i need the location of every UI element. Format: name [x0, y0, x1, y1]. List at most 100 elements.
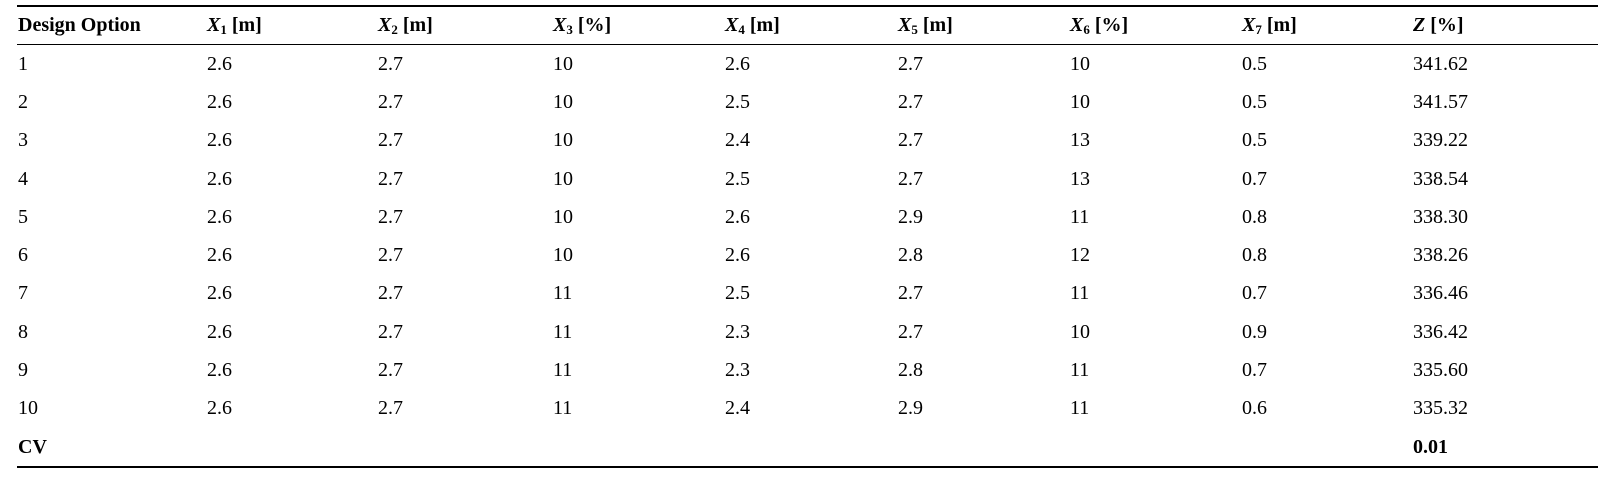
table-row: 1 2.6 2.7 10 2.6 2.7 10 0.5 341.62 [17, 45, 1598, 84]
table-cell: 335.32 [1413, 397, 1468, 420]
table-cell: 2.6 [207, 90, 232, 113]
column-header-variable: X [378, 13, 392, 36]
table-cell: 2.6 [207, 359, 232, 382]
column-header-8: Z [%] [1412, 6, 1598, 45]
table-cell: 10 [18, 397, 38, 420]
table-cell: 0.5 [1242, 52, 1267, 75]
table-cell: 338.54 [1413, 167, 1468, 190]
design-options-table-container: Design Option X1 [m] X2 [m] X3 [%] X4 [m] X5 … [17, 5, 1598, 468]
table-cell: 2.7 [378, 320, 403, 343]
table-cell: 0.6 [1242, 397, 1267, 420]
table-cell: 0.9 [1242, 320, 1267, 343]
table-cell: 0.8 [1242, 205, 1267, 228]
table-cell: 338.30 [1413, 205, 1468, 228]
column-header-variable: X [898, 13, 912, 36]
table-row: 7 2.6 2.7 11 2.5 2.7 11 0.7 336.46 [17, 275, 1598, 313]
column-header-unit: [%] [1089, 13, 1129, 36]
column-header-unit: [m] [397, 13, 433, 36]
table-cell: 2.6 [207, 282, 232, 305]
table-cell: 2.6 [207, 52, 232, 75]
column-header-subscript: 1 [220, 21, 227, 37]
table-cell: 5 [18, 205, 28, 228]
column-header-7: X7 [m] [1241, 6, 1412, 45]
table-cell: 2.7 [898, 167, 923, 190]
table-cell: 7 [18, 282, 28, 305]
table-cell: 11 [553, 282, 573, 305]
table-cell: 1 [18, 52, 28, 75]
table-cell: 341.57 [1413, 90, 1468, 113]
column-header-1: X1 [m] [206, 6, 377, 45]
column-header-3: X3 [%] [552, 6, 724, 45]
column-header-subscript: 5 [911, 21, 918, 37]
column-header-unit: [%] [1425, 14, 1464, 36]
column-header-variable: X [207, 13, 221, 36]
table-cell: 335.60 [1413, 359, 1468, 382]
table-cell: 2.6 [725, 205, 750, 228]
column-header-variable: Z [1413, 14, 1426, 36]
table-cell: 0.5 [1242, 90, 1267, 113]
table-cell: 4 [18, 167, 28, 190]
table-cell: 2.6 [725, 52, 750, 75]
table-cell: 2.4 [725, 397, 750, 420]
table-cell: 10 [553, 167, 573, 190]
table-cell: 2.6 [207, 397, 232, 420]
table-cell: 2.7 [378, 90, 403, 113]
table-cell: 2.5 [725, 167, 750, 190]
table-cell: 2.7 [898, 90, 923, 113]
table-cell: 11 [553, 320, 573, 343]
column-header-subscript: 7 [1255, 21, 1262, 37]
table-cell: 10 [553, 52, 573, 75]
column-header-unit: [m] [744, 13, 780, 36]
column-header-6: X6 [%] [1069, 6, 1241, 45]
column-header-unit: [%] [572, 13, 612, 36]
column-header-variable: X [1070, 13, 1084, 36]
table-cell: 2.6 [207, 167, 232, 190]
table-cell: 2.6 [207, 205, 232, 228]
column-header-unit: [m] [1261, 13, 1297, 36]
table-cell: 341.62 [1413, 52, 1468, 75]
table-cell: 2.5 [725, 90, 750, 113]
table-cell: 2.6 [207, 244, 232, 267]
column-header-5: X5 [m] [897, 6, 1069, 45]
table-body: 1 2.6 2.7 10 2.6 2.7 10 0.5 341.62 2 2.6 2.7 10 2.5 2.… [17, 45, 1598, 468]
table-cell: 339.22 [1413, 129, 1468, 152]
column-header-variable: X [1242, 13, 1256, 36]
table-cell: 2.7 [378, 244, 403, 267]
cv-cell [1069, 428, 1241, 467]
table-cell: 2.9 [898, 205, 923, 228]
table-row: 6 2.6 2.7 10 2.6 2.8 12 0.8 338.26 [17, 236, 1598, 274]
table-cell: 2.7 [378, 167, 403, 190]
table-row: 9 2.6 2.7 11 2.3 2.8 11 0.7 335.60 [17, 351, 1598, 389]
table-cell: 11 [553, 359, 573, 382]
table-cell: 11 [1070, 205, 1090, 228]
column-header-unit: [m] [917, 13, 953, 36]
table-row: 2 2.6 2.7 10 2.5 2.7 10 0.5 341.57 [17, 83, 1598, 121]
column-header-2: X2 [m] [377, 6, 552, 45]
column-header-4: X4 [m] [724, 6, 897, 45]
table-row: 8 2.6 2.7 11 2.3 2.7 10 0.9 336.42 [17, 313, 1598, 351]
cv-cell [206, 428, 377, 467]
table-cell: 2.7 [378, 397, 403, 420]
table-cell: 2.7 [898, 320, 923, 343]
table-cell: 10 [1070, 90, 1090, 113]
table-cell: 2.6 [207, 320, 232, 343]
table-cell: 2.3 [725, 359, 750, 382]
table-cell: 0.7 [1242, 167, 1267, 190]
table-cell: 2.9 [898, 397, 923, 420]
column-header-unit: [m] [226, 13, 262, 36]
table-cell: 10 [553, 205, 573, 228]
column-header-subscript: 4 [738, 21, 745, 37]
table-cell: 2.7 [378, 359, 403, 382]
table-cell: 338.26 [1413, 244, 1468, 267]
table-cell: 10 [1070, 320, 1090, 343]
table-cell: 10 [553, 90, 573, 113]
table-cell: 2.8 [898, 244, 923, 267]
table-cell: 2.7 [378, 282, 403, 305]
table-cell: 2.5 [725, 282, 750, 305]
table-cell: 2.8 [898, 359, 923, 382]
table-cell: 0.5 [1242, 129, 1267, 152]
table-cell: 336.46 [1413, 282, 1468, 305]
cv-row: CV 0.01 [17, 428, 1598, 468]
table-cell: 11 [1070, 359, 1090, 382]
table-row: 4 2.6 2.7 10 2.5 2.7 13 0.7 338.54 [17, 160, 1598, 198]
